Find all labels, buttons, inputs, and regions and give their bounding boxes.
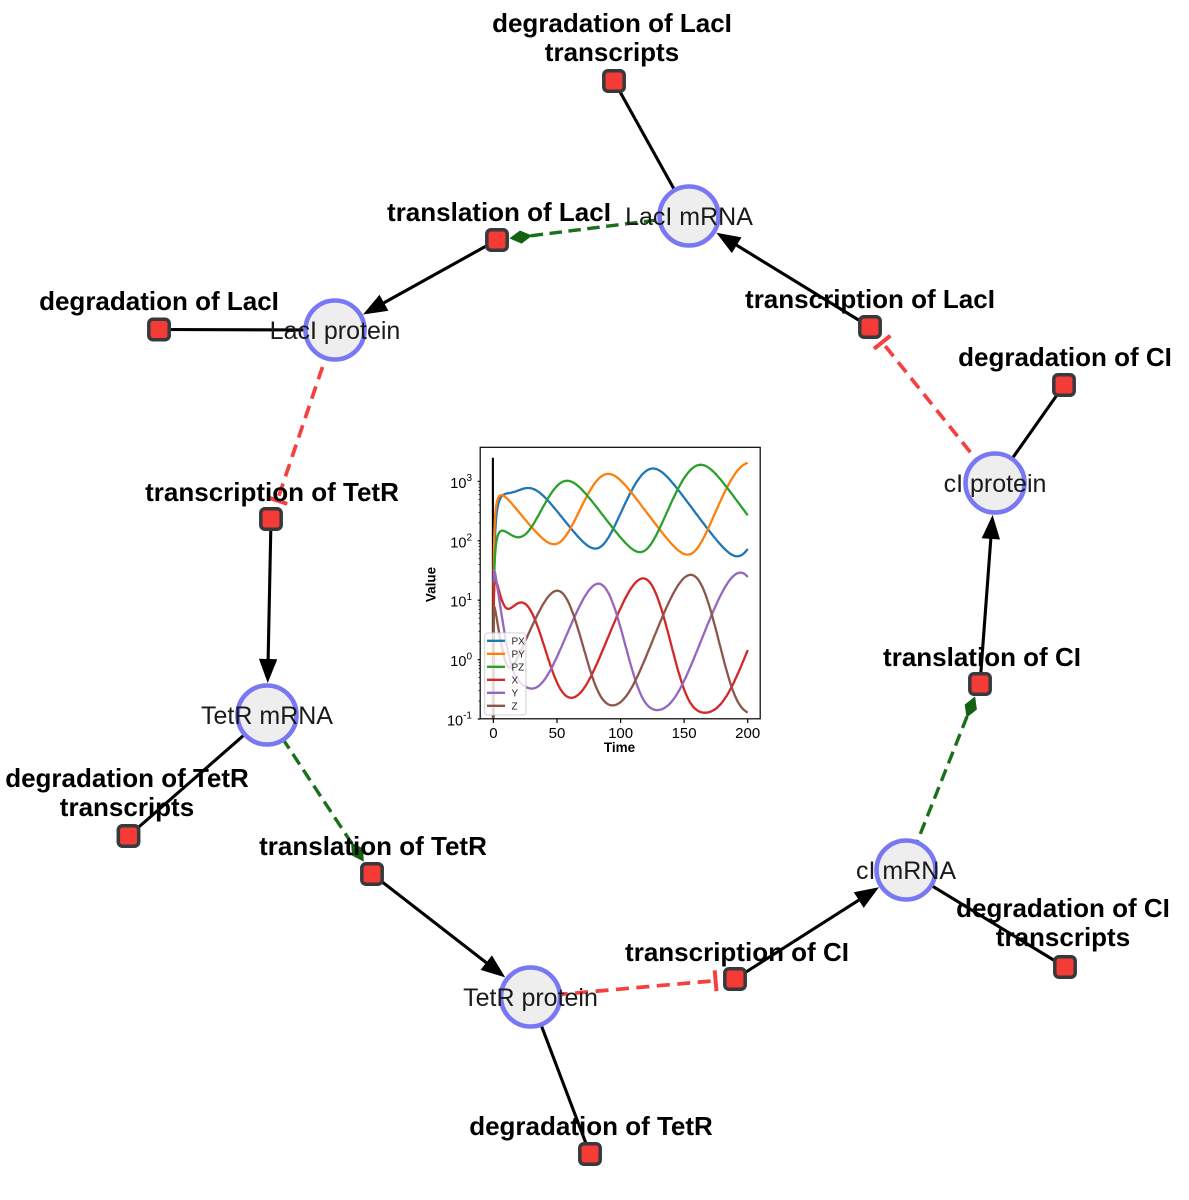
svg-text:103: 103 [450,473,472,492]
svg-text:cI protein: cI protein [944,470,1047,498]
svg-text:degradation of LacI: degradation of LacI [492,8,732,38]
svg-text:PX: PX [512,636,526,647]
svg-text:102: 102 [450,533,472,552]
svg-text:TetR mRNA: TetR mRNA [201,702,333,730]
svg-text:0: 0 [489,725,497,742]
svg-text:TetR protein: TetR protein [463,984,598,1012]
svg-text:100: 100 [608,725,633,742]
svg-text:transcription of LacI: transcription of LacI [745,284,995,314]
svg-text:Y: Y [512,688,519,699]
svg-text:50: 50 [549,725,566,742]
svg-text:transcription of CI: transcription of CI [625,937,849,967]
svg-text:degradation of LacI: degradation of LacI [39,286,279,316]
svg-text:PY: PY [512,649,526,660]
svg-text:degradation of CI: degradation of CI [958,342,1172,372]
svg-text:transcripts: transcripts [996,922,1130,952]
svg-text:translation of CI: translation of CI [883,642,1081,672]
svg-text:degradation of CI: degradation of CI [956,893,1170,923]
svg-text:10-1: 10-1 [447,711,472,730]
svg-text:transcription of TetR: transcription of TetR [145,477,399,507]
svg-text:translation of LacI: translation of LacI [387,197,611,227]
svg-text:translation of TetR: translation of TetR [259,831,487,861]
svg-text:Z: Z [512,701,518,712]
svg-text:X: X [512,675,519,686]
svg-text:cI mRNA: cI mRNA [856,857,956,885]
svg-text:LacI protein: LacI protein [270,317,401,345]
svg-text:Value: Value [424,566,439,602]
svg-text:LacI mRNA: LacI mRNA [625,203,753,231]
svg-text:degradation of TetR: degradation of TetR [469,1111,713,1141]
svg-text:PZ: PZ [512,662,525,673]
svg-text:transcripts: transcripts [545,37,679,67]
svg-text:transcripts: transcripts [60,792,194,822]
svg-text:200: 200 [735,725,760,742]
svg-text:100: 100 [450,651,472,670]
svg-text:101: 101 [450,592,472,611]
svg-text:150: 150 [672,725,697,742]
svg-text:degradation of TetR: degradation of TetR [5,763,249,793]
svg-text:Time: Time [604,740,636,755]
